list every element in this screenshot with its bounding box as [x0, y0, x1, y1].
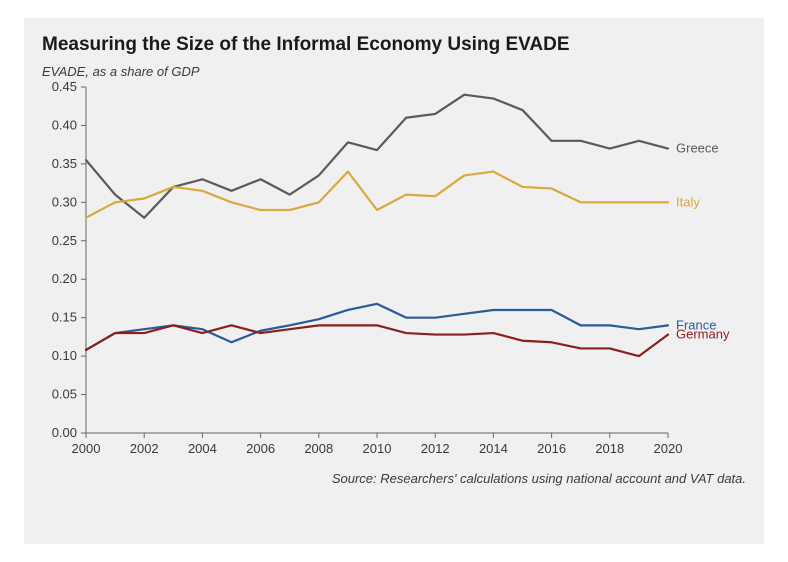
x-tick-label: 2004: [188, 441, 217, 456]
series-line-greece: [86, 95, 668, 218]
x-tick-label: 2020: [654, 441, 683, 456]
y-tick-label: 0.35: [52, 156, 77, 171]
x-tick-label: 2018: [595, 441, 624, 456]
x-tick-label: 2012: [421, 441, 450, 456]
x-tick-label: 2014: [479, 441, 508, 456]
x-tick-label: 2008: [304, 441, 333, 456]
chart-title: Measuring the Size of the Informal Econo…: [42, 34, 746, 56]
series-line-germany: [86, 325, 668, 356]
series-label-germany: Germany: [676, 327, 730, 342]
x-tick-label: 2000: [72, 441, 101, 456]
x-tick-label: 2010: [363, 441, 392, 456]
y-tick-label: 0.20: [52, 271, 77, 286]
plot-area: 0.00 0.05 0.10 0.15 0.20 0.25 0.30 0.35 0.40 0.45…: [42, 81, 746, 461]
series-line-france: [86, 304, 668, 350]
y-tick-label: 0.40: [52, 117, 77, 132]
series-line-italy: [86, 172, 668, 218]
y-tick-label: 0.05: [52, 387, 77, 402]
y-tick-label: 0.45: [52, 81, 77, 94]
series-label-italy: Italy: [676, 194, 700, 209]
y-tick-label: 0.10: [52, 348, 77, 363]
line-chart-svg: 0.00 0.05 0.10 0.15 0.20 0.25 0.30 0.35 0.40 0.45…: [42, 81, 746, 461]
chart-source: Source: Researchers' calculations using …: [42, 471, 746, 486]
y-tick-label: 0.25: [52, 233, 77, 248]
y-tick-label: 0.30: [52, 194, 77, 209]
x-tick-label: 2016: [537, 441, 566, 456]
chart-container: Measuring the Size of the Informal Econo…: [24, 18, 764, 544]
y-tick-label: 0.15: [52, 310, 77, 325]
series-label-greece: Greece: [676, 141, 719, 156]
x-tick-label: 2002: [130, 441, 159, 456]
x-tick-label: 2006: [246, 441, 275, 456]
y-tick-label: 0.00: [52, 425, 77, 440]
chart-subtitle: EVADE, as a share of GDP: [42, 64, 746, 79]
